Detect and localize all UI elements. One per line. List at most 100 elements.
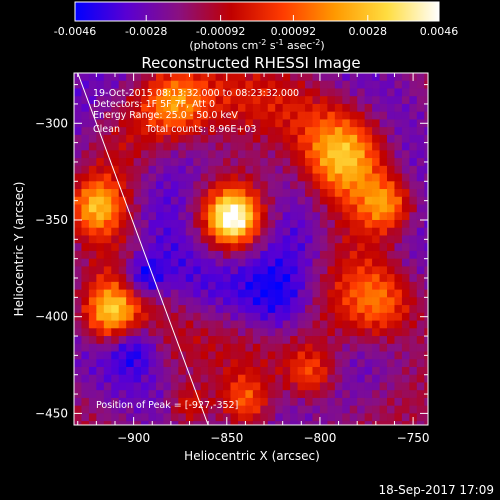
heatmap-cell [357,243,366,252]
heatmap-cell [111,359,120,368]
heatmap-cell [260,204,269,213]
heatmap-cell [103,305,112,314]
heatmap-cell [267,73,276,82]
heatmap-cell [409,320,418,329]
heatmap-cell [170,359,179,368]
heatmap-cell [364,103,373,113]
heatmap-cell [305,119,314,128]
heatmap-cell [319,150,328,159]
heatmap-cell [155,328,165,337]
heatmap-cell [267,134,276,144]
heatmap-cell [424,305,428,314]
heatmap-cell [334,351,343,360]
heatmap-cell [126,413,135,422]
x-tick-label: −900 [117,431,150,445]
heatmap-cell [364,181,373,190]
heatmap-cell [178,413,187,422]
heatmap-cell [379,204,388,213]
colorbar-ticks: -0.0046 -0.0028 -0.00092 0.00092 0.0028 0.004… [54,15,458,38]
heatmap-cell [267,297,276,306]
heatmap-cell [401,305,410,314]
heatmap-cell [185,320,194,329]
heatmap-cell [290,96,299,105]
heatmap-cell [409,274,418,283]
heatmap-cell [163,150,172,159]
heatmap-cell [327,73,336,82]
heatmap-cell [379,212,388,221]
heatmap-cell [126,297,135,306]
heatmap-cell [282,328,291,337]
heatmap-cell [364,374,373,384]
heatmap-cell [282,336,291,345]
heatmap-cell [379,359,388,368]
heatmap-cell [223,173,232,182]
heatmap-cell [185,328,194,337]
heatmap-cell [394,196,403,206]
heatmap-cell [215,289,224,298]
heatmap-cell [372,390,381,399]
heatmap-cell [215,227,224,237]
heatmap-cell [327,103,336,113]
heatmap-cell [334,204,343,213]
heatmap-cell [260,366,269,376]
heatmap-cell [401,235,410,244]
heatmap-cell [215,281,224,291]
heatmap-cell [81,382,90,391]
heatmap-cell [81,320,90,329]
heatmap-cell [178,366,187,376]
heatmap-cell [141,243,150,252]
heatmap-cell [387,405,396,414]
heatmap-cell [379,374,388,384]
heatmap-cell [88,266,97,275]
heatmap-cell [290,150,299,159]
heatmap-cell [364,343,373,353]
heatmap-cell [409,80,418,90]
heatmap-cell [394,421,403,425]
heatmap-cell [215,405,224,414]
heatmap-cell [155,73,165,82]
heatmap-cell [349,80,358,90]
heatmap-cell [282,405,291,414]
heatmap-cell [379,227,388,237]
heatmap-cell [349,405,358,414]
heatmap-cell [252,390,261,399]
heatmap-cell [260,390,269,399]
heatmap-cell [319,219,328,229]
heatmap-cell [372,165,381,175]
heatmap-cell [237,397,247,407]
heatmap-cell [178,328,187,337]
heatmap-cell [334,119,343,128]
heatmap-cell [290,343,299,353]
heatmap-cell [394,343,403,353]
heatmap-cell [118,289,127,298]
heatmap-cell [178,204,187,213]
heatmap-cell [111,281,120,291]
heatmap-cell [424,127,428,136]
heatmap-cell [215,250,224,260]
heatmap-cell [424,281,428,291]
heatmap-cell [88,297,97,306]
heatmap-cell [319,73,328,82]
heatmap-cell [200,127,209,136]
heatmap-cell [424,289,428,298]
heatmap-cell [223,266,232,275]
heatmap-cell [208,165,217,175]
heatmap-cell [401,150,410,159]
heatmap-cell [319,421,328,425]
heatmap-cell [349,158,358,167]
heatmap-cell [319,165,328,175]
heatmap-cell [148,189,157,198]
heatmap-cell [155,189,165,198]
heatmap-cell [170,343,179,353]
heatmap-cell [208,119,217,128]
heatmap-cell [96,235,105,244]
heatmap-cell [133,173,142,182]
heatmap-cell [275,73,284,82]
heatmap-cell [357,73,366,82]
heatmap-cell [118,274,127,283]
heatmap-cell [401,320,410,329]
heatmap-cell [223,134,232,144]
heatmap-cell [215,421,224,425]
heatmap-cell [290,134,299,144]
heatmap-cell [141,374,150,384]
